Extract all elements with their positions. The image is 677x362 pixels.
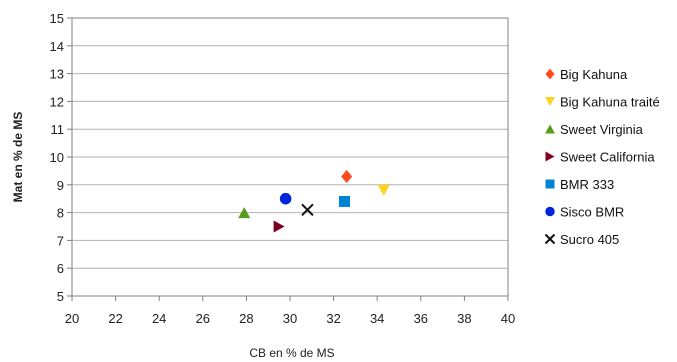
point-0-0 <box>341 169 353 184</box>
x-tick-label-4: 28 <box>239 311 253 326</box>
point-2-0 <box>238 207 251 219</box>
legend-label-5: Sisco BMR <box>560 205 624 220</box>
plot-frame <box>71 17 509 297</box>
axes <box>67 17 509 301</box>
point-3-0 <box>273 220 285 233</box>
y-tick-label-4: 9 <box>57 178 64 193</box>
y-axis-title: Mat en % de MS <box>11 112 25 203</box>
y-tick-label-10: 15 <box>50 11 64 26</box>
x-tick-label-9: 38 <box>457 311 471 326</box>
y-tick-label-7: 12 <box>50 94 64 109</box>
x-tick-label-10: 40 <box>501 311 515 326</box>
x-tick-label-6: 32 <box>326 311 340 326</box>
x-tick-label-3: 26 <box>196 311 210 326</box>
point-5-0 <box>279 192 292 205</box>
legend-marker-4 <box>545 179 555 189</box>
x-tick-label-5: 30 <box>283 311 297 326</box>
y-tick-label-5: 10 <box>50 150 64 165</box>
x-tick-label-0: 20 <box>65 311 79 326</box>
legend-marker-2 <box>545 124 555 134</box>
legend-marker-0 <box>545 68 555 80</box>
legend-label-0: Big Kahuna <box>560 67 628 82</box>
legend-marker-5 <box>545 206 555 217</box>
legend-label-3: Sweet California <box>560 150 655 165</box>
x-tick-label-7: 34 <box>370 311 384 326</box>
y-tick-label-9: 14 <box>50 39 64 54</box>
legend: Big Kahuna Big Kahuna traité Sweet Virgini… <box>544 67 660 247</box>
legend-label-2: Sweet Virginia <box>560 122 644 137</box>
x-tick-label-1: 22 <box>108 311 122 326</box>
tick-labels: 5 6 7 8 9 10 11 12 13 14 15 20 22 24 26 28 30 32 34 36 38 40 <box>50 11 516 326</box>
legend-label-6: Sucro 405 <box>560 232 619 247</box>
x-axis-title: CB en % de MS <box>249 346 334 360</box>
legend-label-4: BMR 333 <box>560 177 614 192</box>
y-tick-label-3: 8 <box>57 206 64 221</box>
point-4-0 <box>339 195 350 207</box>
data-points <box>238 169 390 233</box>
legend-marker-3 <box>545 151 555 162</box>
y-tick-label-0: 5 <box>57 289 64 304</box>
y-tick-label-1: 6 <box>57 261 64 276</box>
point-1-0 <box>377 184 390 196</box>
legend-marker-1 <box>545 97 555 106</box>
x-tick-label-2: 24 <box>152 311 166 326</box>
y-tick-label-6: 11 <box>51 122 65 137</box>
y-tick-label-2: 7 <box>57 233 64 248</box>
grid-lines <box>72 17 508 297</box>
legend-label-1: Big Kahuna traité <box>560 95 660 110</box>
x-tick-label-8: 36 <box>414 311 428 326</box>
point-6-0 <box>301 203 314 217</box>
y-tick-label-8: 13 <box>50 67 64 82</box>
legend-marker-6 <box>544 233 556 245</box>
